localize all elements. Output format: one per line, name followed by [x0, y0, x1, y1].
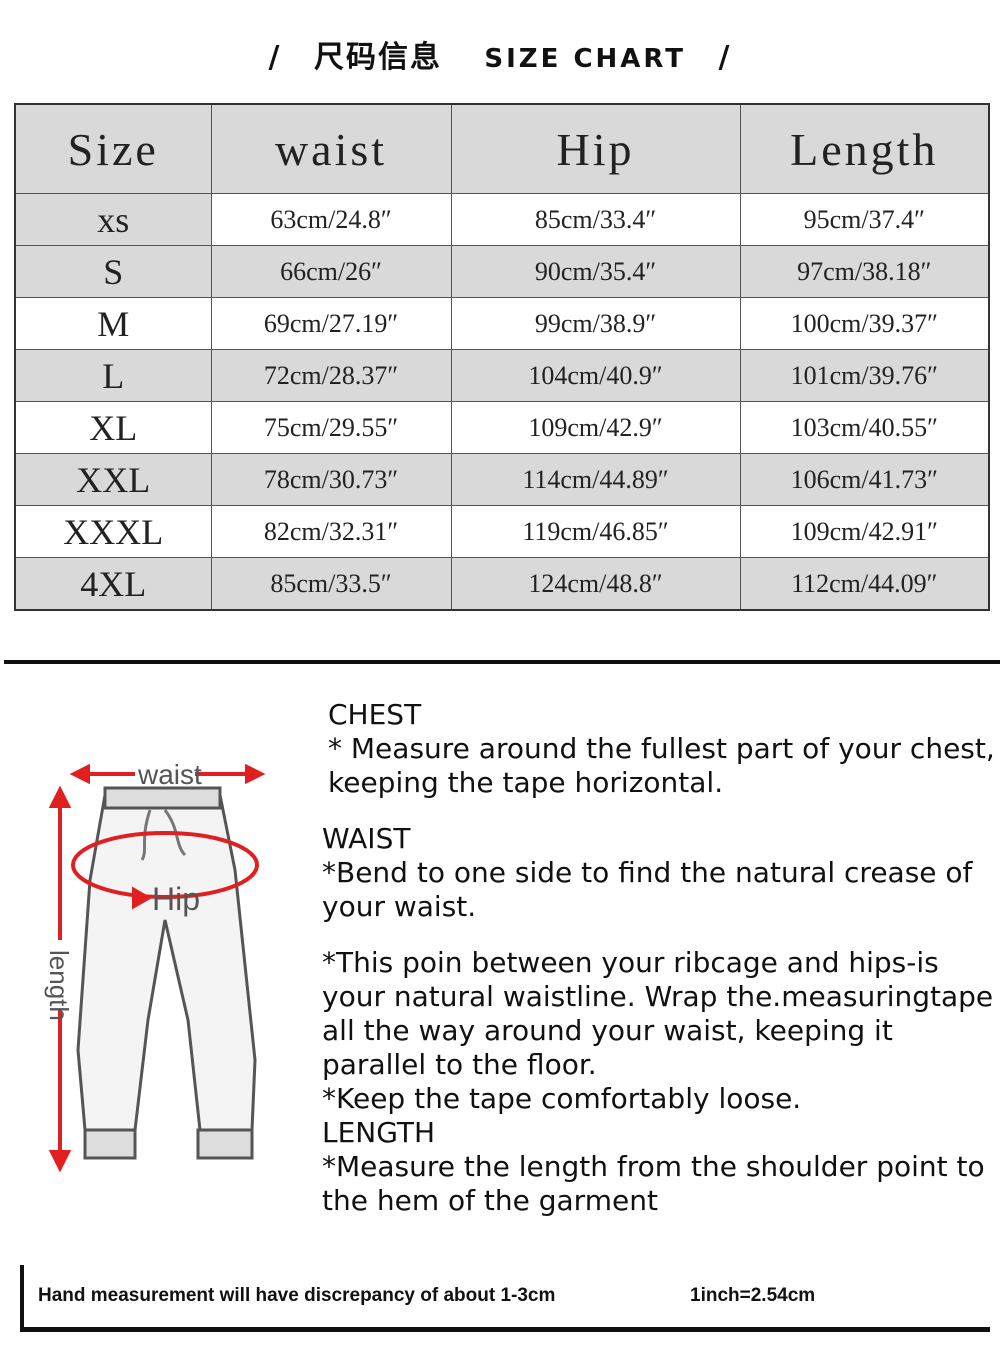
measurement-cell: 99cm/38.9″ [450, 297, 741, 350]
column-header: waist [210, 103, 452, 194]
measurement-cell: 66cm/26″ [210, 245, 452, 298]
measurement-cell: 75cm/29.55″ [210, 401, 452, 454]
table-row: XXL 78cm/30.73″ 114cm/44.89″ 106cm/41.73″ [14, 453, 990, 506]
measurement-cell: 85cm/33.5″ [210, 557, 452, 611]
measurement-cell: 82cm/32.31″ [210, 505, 452, 558]
measurement-cell: 95cm/37.4″ [739, 193, 990, 246]
measurement-cell: 104cm/40.9″ [450, 349, 741, 402]
size-cell: XXL [14, 453, 212, 506]
measurement-cell: 100cm/39.37″ [739, 297, 990, 350]
table-row: 4XL 85cm/33.5″ 124cm/48.8″ 112cm/44.09″ [14, 557, 990, 611]
measurement-cell: 63cm/24.8″ [210, 193, 452, 246]
waist-text: *Keep the tape comfortably loose. [322, 1082, 802, 1115]
chest-heading: CHEST [328, 698, 422, 731]
measurement-instructions: CHEST * Measure around the fullest part … [322, 698, 1000, 1218]
size-cell: XXXL [14, 505, 212, 558]
measurement-cell: 106cm/41.73″ [739, 453, 990, 506]
size-cell: xs [14, 193, 212, 246]
title-slash: / [718, 40, 732, 75]
pants-diagram: waist Hip length [44, 759, 266, 1173]
chest-text: * Measure around the fullest part of you… [328, 732, 995, 799]
title-english: SIZE CHART [484, 44, 687, 74]
measurement-cell: 103cm/40.55″ [739, 401, 990, 454]
header-row: Size waist Hip Length [14, 103, 990, 194]
size-table: Size waist Hip Length xs 63cm/24.8″ 85cm/33.4″… [14, 103, 990, 611]
measurement-cell: 124cm/48.8″ [450, 557, 741, 611]
inch-conversion: 1inch=2.54cm [690, 1285, 816, 1306]
table-row: XL 75cm/29.55″ 109cm/42.9″ 103cm/40.55″ [14, 401, 990, 454]
measurement-cell: 78cm/30.73″ [210, 453, 452, 506]
waist-label: waist [137, 759, 202, 790]
measurement-cell: 109cm/42.91″ [739, 505, 990, 558]
table-row: L 72cm/28.37″ 104cm/40.9″ 101cm/39.76″ [14, 349, 990, 402]
measurement-cell: 72cm/28.37″ [210, 349, 452, 402]
measurement-cell: 119cm/46.85″ [450, 505, 741, 558]
size-cell: M [14, 297, 212, 350]
size-cell: S [14, 245, 212, 298]
length-text: *Measure the length from the shoulder po… [322, 1150, 985, 1217]
measurement-cell: 101cm/39.76″ [739, 349, 990, 402]
title-chinese: 尺码信息 [313, 40, 442, 75]
length-label: length [44, 950, 74, 1021]
discrepancy-note: Hand measurement will have discrepancy o… [38, 1285, 556, 1306]
footer-note: Hand measurement will have discrepancy o… [20, 1265, 990, 1332]
waist-text: *Bend to one side to find the natural cr… [322, 856, 973, 923]
table-row: XXXL 82cm/32.31″ 119cm/46.85″ 109cm/42.91″ [14, 505, 990, 558]
size-cell: XL [14, 401, 212, 454]
waist-heading: WAIST [322, 822, 411, 855]
length-heading: LENGTH [322, 1116, 436, 1149]
size-cell: L [14, 349, 212, 402]
measurement-cell: 90cm/35.4″ [450, 245, 741, 298]
column-header: Size [14, 103, 212, 194]
table-row: xs 63cm/24.8″ 85cm/33.4″ 95cm/37.4″ [14, 193, 990, 246]
column-header: Length [739, 103, 990, 194]
measurement-cell: 97cm/38.18″ [739, 245, 990, 298]
title-slash: / [268, 40, 282, 75]
table-row: M 69cm/27.19″ 99cm/38.9″ 100cm/39.37″ [14, 297, 990, 350]
measurement-cell: 69cm/27.19″ [210, 297, 452, 350]
measurement-cell: 114cm/44.89″ [450, 453, 741, 506]
column-header: Hip [450, 103, 741, 194]
table-row: S 66cm/26″ 90cm/35.4″ 97cm/38.18″ [14, 245, 990, 298]
hip-label: Hip [152, 881, 200, 917]
measurement-cell: 109cm/42.9″ [450, 401, 741, 454]
waist-text: *This poin between your ribcage and hips… [322, 946, 994, 1081]
measurement-cell: 85cm/33.4″ [450, 193, 741, 246]
size-chart-title: / 尺码信息 SIZE CHART / [0, 32, 1000, 76]
divider [4, 660, 1000, 664]
measurement-cell: 112cm/44.09″ [739, 557, 990, 611]
size-cell: 4XL [14, 557, 212, 611]
